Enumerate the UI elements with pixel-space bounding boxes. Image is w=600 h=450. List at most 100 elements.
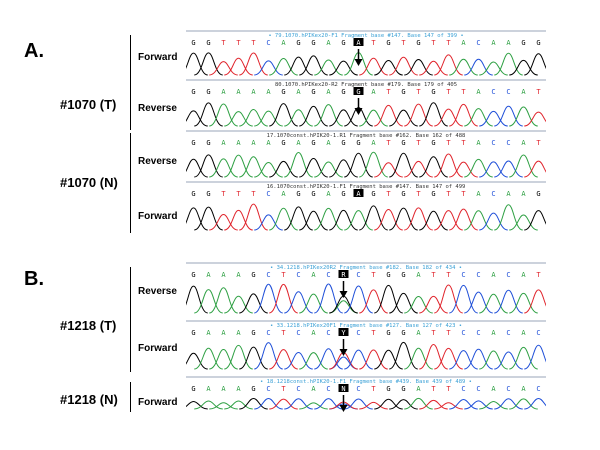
trace-peak <box>299 157 328 178</box>
trace-peak <box>194 400 223 410</box>
base-call: A <box>221 139 226 147</box>
chromatogram-1070t-reverse: 80.1070.hPIKex20-R2 Fragment base #179. … <box>179 79 553 129</box>
trace-peak <box>254 397 283 410</box>
base-call: T <box>251 190 256 198</box>
chromatogram-svg: 80.1070.hPIKex20-R2 Fragment base #179. … <box>179 79 553 127</box>
trace-peak <box>434 402 463 410</box>
trace-peak <box>434 108 463 127</box>
base-call: A <box>461 39 466 47</box>
trace-peak <box>509 214 538 231</box>
trace-peak <box>404 58 433 76</box>
trace-peak <box>329 60 358 76</box>
trace-peak <box>344 349 373 370</box>
trace-peak <box>419 102 448 127</box>
trace-header-text: • 79.1070.hPIKex20-F1 Fragment base #147… <box>268 33 463 39</box>
trace-peak <box>404 160 433 178</box>
base-call: A <box>416 385 421 393</box>
base-call: G <box>251 271 255 279</box>
base-call: T <box>431 385 436 393</box>
base-call: G <box>281 88 285 96</box>
base-call: C <box>266 385 270 393</box>
base-call: T <box>461 190 466 198</box>
trace-peak <box>449 208 478 231</box>
trace-peak <box>314 104 343 127</box>
bracket-1218-normal <box>130 382 131 412</box>
trace-peak <box>209 349 238 370</box>
base-call: A <box>521 190 526 198</box>
trace-peak <box>479 110 508 127</box>
trace-header-text: • 34.1218.hPIKex20R2 Fragment base #182.… <box>270 265 462 271</box>
trace-peak <box>224 209 253 231</box>
base-call: T <box>431 271 436 279</box>
base-call: C <box>506 139 510 147</box>
base-call: G <box>251 329 255 337</box>
base-call: C <box>461 271 465 279</box>
trace-peak <box>209 287 238 314</box>
base-call: G <box>296 190 300 198</box>
base-call: T <box>446 39 451 47</box>
base-call: G <box>536 190 540 198</box>
mutation-highlight <box>338 328 349 336</box>
base-call: G <box>251 385 255 393</box>
base-call: T <box>416 88 421 96</box>
base-call: T <box>446 271 451 279</box>
base-call: A <box>506 39 511 47</box>
trace-peak <box>389 341 418 370</box>
trace-peak <box>344 210 373 231</box>
base-call: A <box>371 88 376 96</box>
base-call: G <box>401 385 405 393</box>
mutation-arrow-icon <box>354 59 363 66</box>
trace-peak <box>524 344 553 370</box>
trace-peak <box>254 110 283 127</box>
trace-peak <box>479 350 508 370</box>
trace-peak <box>449 58 478 76</box>
trace-peak <box>179 285 208 314</box>
base-call: Y <box>341 329 346 337</box>
base-call: T <box>371 271 376 279</box>
trace-peak <box>524 397 553 410</box>
trace-peak <box>464 400 493 410</box>
trace-header-text: 16.1070const.hPIK20-1.F1 Fragment base #… <box>267 184 466 190</box>
base-call: T <box>461 139 466 147</box>
trace-peak <box>359 109 388 127</box>
trace-peak <box>224 111 253 127</box>
trace-peak <box>464 348 493 370</box>
base-call: A <box>326 139 331 147</box>
base-call: C <box>491 88 495 96</box>
trace-peak <box>524 111 553 127</box>
direction-label: Reverse <box>138 286 177 297</box>
base-call: G <box>386 329 390 337</box>
base-call: C <box>506 88 510 96</box>
trace-peak <box>494 289 523 314</box>
base-call: A <box>371 139 376 147</box>
trace-peak <box>194 289 223 314</box>
base-call: G <box>521 39 525 47</box>
trace-peak <box>419 60 448 76</box>
base-call: G <box>191 190 195 198</box>
base-call: A <box>236 329 241 337</box>
trace-header-text: • 18.1218const.hPIK20-1.F1 Fragment base… <box>260 379 472 385</box>
chromatogram-svg: 17.1070const.hPIK20-1.R1 Fragment base #… <box>179 130 553 178</box>
mutation-arrow-icon <box>339 405 348 412</box>
trace-peak <box>509 292 538 314</box>
trace-peak <box>254 283 283 314</box>
base-call: G <box>386 39 390 47</box>
base-call: A <box>521 88 526 96</box>
base-call: A <box>521 271 526 279</box>
base-call: A <box>416 271 421 279</box>
trace-peak <box>299 105 328 127</box>
trace-peak <box>464 108 493 127</box>
trace-peak <box>194 347 223 370</box>
trace-peak <box>374 208 403 231</box>
base-call: T <box>371 329 376 337</box>
trace-peak <box>344 152 373 178</box>
mutation-highlight <box>353 38 364 46</box>
base-call: A <box>281 39 286 47</box>
base-call: T <box>281 271 286 279</box>
trace-peak <box>494 52 523 76</box>
base-call: C <box>326 385 330 393</box>
base-call: A <box>296 139 301 147</box>
direction-label: Reverse <box>138 156 177 167</box>
base-call: G <box>281 139 285 147</box>
trace-peak <box>479 61 508 76</box>
